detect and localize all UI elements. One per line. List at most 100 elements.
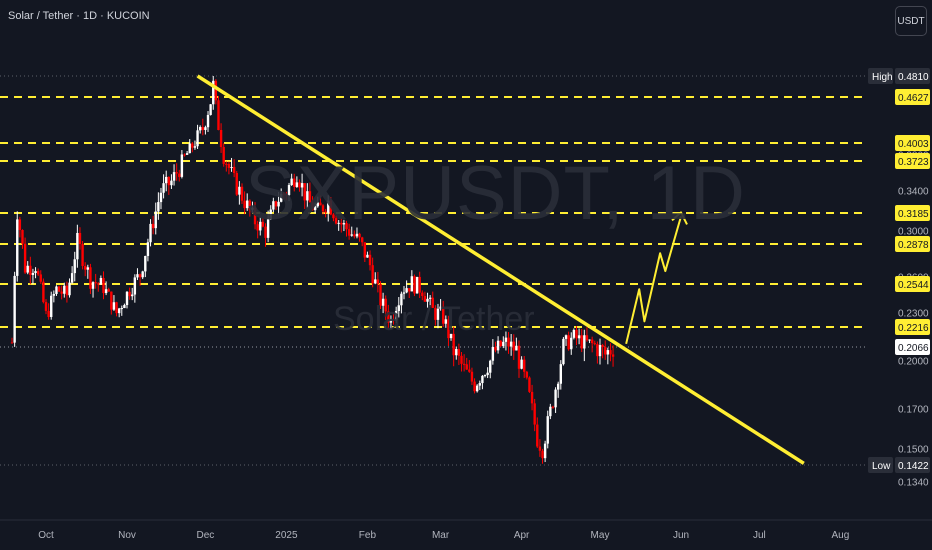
candle-body (334, 218, 338, 224)
candle-body (154, 211, 157, 229)
high-label: High (872, 72, 893, 83)
candle-body (36, 271, 40, 275)
candle-body (76, 232, 79, 260)
projection-arrowhead[interactable] (671, 211, 688, 225)
candle-body (65, 285, 69, 296)
candle-body (78, 232, 82, 244)
candle-body (162, 183, 165, 193)
candle-body (149, 223, 152, 243)
candle-body (26, 265, 29, 273)
level-price-tag-bg (895, 153, 930, 169)
projection-path[interactable] (625, 216, 682, 345)
candle-body (533, 403, 536, 425)
candle-body (298, 182, 301, 188)
candle-body (363, 242, 367, 258)
price-tick-label: 0.2000 (898, 357, 929, 368)
candle-body (536, 424, 539, 447)
candle-body (261, 221, 265, 227)
candle-body (549, 406, 552, 417)
candle-body (133, 277, 137, 295)
candle-body (170, 180, 173, 186)
time-tick-label: Apr (514, 530, 530, 541)
candle-body (528, 377, 531, 392)
time-tick-label: Jul (753, 530, 766, 541)
trendline-group[interactable] (196, 74, 805, 465)
level-price-tag-bg (895, 135, 930, 151)
low-label: Low (872, 461, 891, 472)
candle-body (83, 265, 87, 270)
candle-body (397, 305, 400, 312)
low-label-bg (868, 457, 893, 473)
candle-body (97, 283, 100, 285)
candle-body (460, 355, 463, 364)
candle-body (465, 364, 468, 370)
candle-body (577, 335, 581, 339)
candle-body (575, 329, 578, 339)
plot-area (0, 0, 866, 520)
candle-body (13, 275, 16, 343)
price-axis[interactable]: 0.13400.15000.17000.20000.23000.26000.30… (866, 0, 932, 520)
low-price-tag: 0.1422 (898, 461, 929, 472)
horizontal-levels (0, 75, 866, 466)
candle-body (564, 335, 568, 339)
candle-body (379, 283, 382, 306)
candle-body (303, 183, 306, 201)
candle-body (185, 153, 189, 155)
candle-body (112, 302, 116, 310)
watermark-name: Solar / Tether (333, 300, 535, 338)
candle-body (530, 391, 534, 404)
candle-body (523, 359, 526, 372)
chart-title: Solar / Tether · 1D · KUCOIN (8, 10, 150, 22)
candle-body (201, 127, 204, 131)
candle-body (562, 338, 565, 365)
candle-body (172, 172, 176, 181)
candle-body (128, 291, 131, 297)
time-tick-label: Aug (832, 530, 850, 541)
candle-body (18, 219, 22, 230)
current-price-tag: 0.2066 (898, 343, 929, 354)
price-tick-label: 0.3400 (898, 187, 929, 198)
candle-body (415, 276, 419, 294)
candle-body (225, 163, 228, 165)
candle-body (426, 298, 429, 302)
candle-body (394, 311, 398, 321)
candle-body (483, 375, 487, 377)
candle-body (567, 335, 570, 350)
candle-body (392, 319, 395, 321)
candle-body (585, 335, 589, 341)
candle-body (285, 194, 288, 196)
candle-body (47, 310, 50, 317)
candle-body (57, 286, 61, 292)
candle-body (167, 176, 171, 186)
candle-body (423, 296, 427, 302)
candle-body (345, 223, 348, 230)
candle-body (347, 229, 351, 236)
candle-body (570, 337, 573, 350)
level-price-tag: 0.3723 (898, 157, 929, 168)
trendline[interactable] (196, 74, 805, 465)
candle-body (256, 224, 259, 231)
candle-body (436, 308, 440, 320)
candle-body (23, 243, 27, 273)
candle-body (272, 201, 275, 210)
candle-body (509, 341, 513, 347)
candle-body (321, 205, 325, 212)
chart-grid (0, 0, 866, 520)
candle-body (507, 337, 510, 347)
currency-button[interactable]: USDT (895, 6, 927, 36)
candle-body (117, 308, 121, 314)
candle-body (274, 201, 278, 207)
candle-body (489, 360, 492, 373)
candle-body (580, 335, 583, 349)
candle-body (214, 80, 218, 101)
time-axis[interactable]: Oct Nov Dec 2025 Feb Mar Apr May Jun Jul Aug (0, 519, 932, 541)
candle-body (206, 114, 210, 128)
watermark-symbol: SXPUSDT, 1D (245, 151, 746, 236)
candle-body (360, 237, 364, 243)
candle-body (204, 127, 207, 131)
candle-body (504, 337, 508, 342)
candle-body (408, 288, 411, 292)
candle-body (209, 104, 212, 115)
projection-group[interactable] (625, 211, 688, 345)
